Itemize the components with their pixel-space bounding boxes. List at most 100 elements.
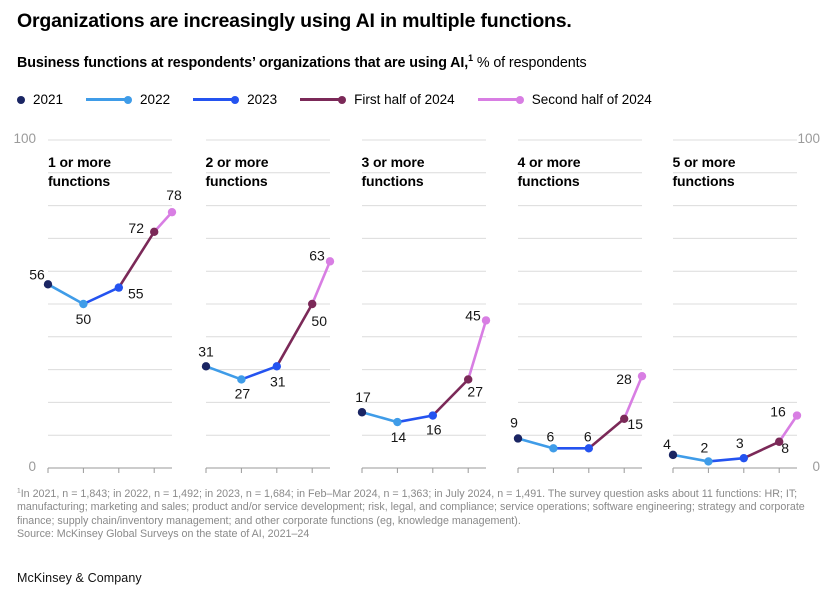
data-point — [325, 257, 334, 266]
data-point — [792, 411, 801, 420]
data-label: 8 — [781, 440, 789, 456]
legend-line — [86, 98, 127, 101]
data-label: 78 — [166, 187, 182, 203]
y-axis-max-right: 100 — [797, 131, 820, 146]
legend-label: 2021 — [33, 92, 64, 107]
legend-end-dot — [124, 95, 133, 104]
data-label: 31 — [198, 343, 214, 359]
legend-label: Second half of 2024 — [531, 92, 652, 107]
chart-subtitle: Business functions at respondents’ organ… — [17, 53, 587, 71]
legend-line-dot-icon — [193, 95, 240, 104]
series-segment — [671, 453, 710, 463]
legend-item-2: 2022 — [86, 92, 170, 107]
series-segment — [117, 230, 156, 289]
legend-label: 2023 — [247, 92, 278, 107]
data-label: 6 — [546, 428, 554, 444]
legend-label: First half of 2024 — [354, 92, 455, 107]
series-segment — [777, 414, 798, 444]
series-segment — [204, 365, 243, 381]
legend-item-5: Second half of 2024 — [477, 92, 652, 107]
subtitle-bold: Business functions at respondents’ organ… — [17, 55, 469, 71]
footnote: 1In 2021, n = 1,843; in 2022, n = 1,492;… — [17, 488, 835, 542]
data-label: 72 — [128, 220, 144, 236]
legend-line-dot-icon — [477, 95, 524, 104]
panel-chart-4: 9 6 6 15 28 — [510, 139, 646, 473]
data-point — [43, 280, 53, 289]
data-point — [428, 411, 437, 420]
y-axis-max-left: 100 — [13, 131, 36, 146]
data-label: 45 — [465, 307, 481, 323]
series-segment — [310, 260, 331, 306]
data-label: 6 — [583, 428, 591, 444]
data-point — [307, 299, 316, 309]
data-point — [481, 316, 490, 325]
panel-chart-3: 17 14 16 27 45 — [355, 139, 490, 473]
data-label: 15 — [627, 416, 643, 432]
series-segment — [395, 414, 434, 424]
data-label: 16 — [770, 404, 786, 420]
series-segment — [516, 437, 555, 450]
series-segment — [431, 378, 469, 417]
legend-item-4: First half of 2024 — [300, 92, 455, 107]
data-point — [584, 444, 593, 453]
data-label: 17 — [355, 389, 371, 405]
panel-title-3: 3 or more functions — [361, 154, 425, 189]
panel-title-1: 1 or more functions — [48, 154, 111, 189]
series-segment — [466, 319, 487, 381]
legend-dot-icon — [17, 95, 25, 104]
legend-end-dot — [515, 95, 524, 104]
series-segment — [46, 283, 85, 306]
legend-item-1: 2021 — [17, 92, 63, 107]
y-axis-min-left: 0 — [28, 459, 36, 474]
data-point — [774, 437, 783, 446]
data-label: 55 — [128, 286, 144, 302]
series-segment — [360, 410, 399, 424]
data-point — [357, 408, 366, 417]
footnote-text: 1In 2021, n = 1,843; in 2022, n = 1,492;… — [17, 487, 805, 527]
legend-line-dot-icon — [300, 95, 347, 104]
data-point — [167, 207, 177, 217]
data-label: 56 — [29, 266, 45, 282]
data-label: 28 — [616, 371, 632, 387]
panel-title-4: 4 or more functions — [517, 154, 581, 189]
series-segment — [152, 210, 174, 234]
series-segment — [82, 286, 121, 306]
data-point — [114, 283, 124, 292]
panel-chart-2: 31 27 31 50 63 — [198, 139, 334, 473]
data-label: 27 — [234, 385, 250, 401]
data-label: 50 — [76, 311, 92, 327]
subtitle-footnote-marker: 1 — [468, 53, 473, 64]
data-label: 27 — [467, 383, 483, 399]
data-label: 50 — [311, 313, 327, 329]
legend-end-dot — [338, 95, 347, 104]
source-line: Source: McKinsey Global Surveys on the s… — [17, 528, 310, 541]
data-label: 14 — [390, 429, 406, 445]
data-point — [619, 414, 628, 423]
data-point — [548, 444, 558, 453]
data-point — [703, 457, 713, 466]
panel-chart-5: 4 2 3 8 16 — [663, 139, 801, 473]
subtitle-unit: % of respondents — [472, 55, 587, 71]
data-point — [150, 227, 159, 237]
data-point — [463, 375, 472, 384]
data-point — [201, 362, 210, 371]
series-segment — [587, 417, 625, 450]
data-label: 63 — [309, 247, 325, 263]
legend-label: 2022 — [140, 92, 171, 107]
series-segment — [275, 302, 313, 368]
legend-line — [193, 98, 234, 101]
series-segment — [239, 365, 278, 381]
data-point — [739, 453, 748, 463]
data-label: 31 — [270, 373, 286, 389]
data-point — [392, 417, 402, 427]
series-segment — [742, 440, 780, 460]
legend: 2021 2022 2023 First half of 2024 Second hal… — [17, 92, 652, 107]
data-label: 9 — [510, 414, 518, 430]
legend-line — [300, 98, 341, 101]
data-point — [272, 362, 281, 371]
series-segment — [622, 374, 643, 421]
data-label: 3 — [735, 435, 743, 451]
data-point — [79, 299, 88, 309]
brand-logotype: McKinsey & Company — [17, 571, 142, 585]
